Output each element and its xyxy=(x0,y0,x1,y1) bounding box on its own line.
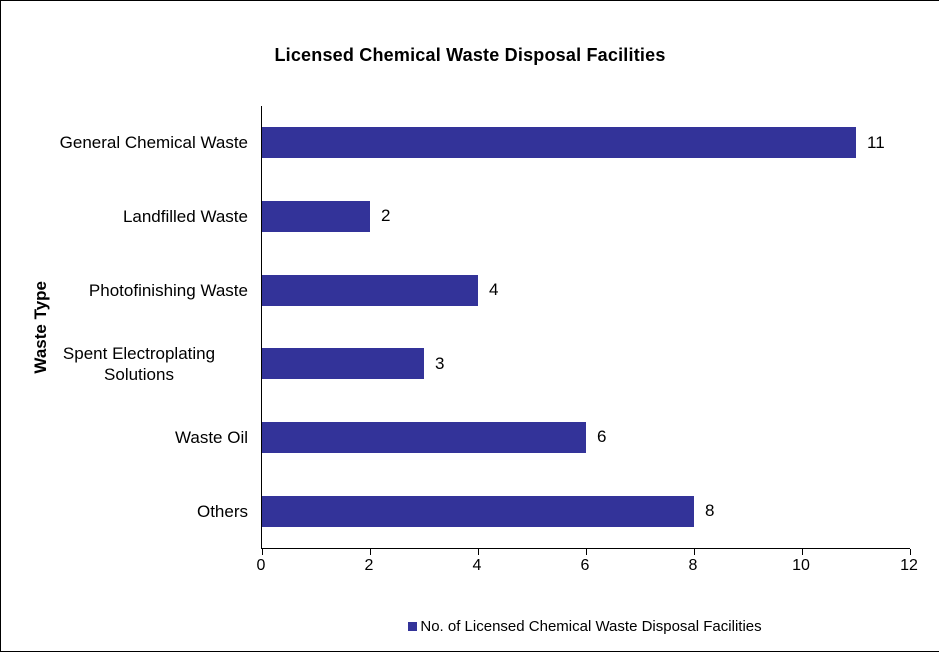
bar xyxy=(262,274,478,306)
x-tick xyxy=(910,549,911,555)
x-tick xyxy=(586,549,587,555)
x-tick-label: 8 xyxy=(688,557,698,574)
x-tick xyxy=(478,549,479,555)
x-tick xyxy=(262,549,263,555)
category-label-text: Landfilled Waste xyxy=(122,206,248,226)
bar-row: 8 xyxy=(262,474,910,548)
bar-value-label: 2 xyxy=(381,206,391,226)
x-axis: 0 2 4 6 8 10 12 xyxy=(257,557,918,577)
bar xyxy=(262,200,370,232)
bar-row: 2 xyxy=(262,180,910,254)
category-label-text: Others xyxy=(196,501,248,521)
bar-value-label: 3 xyxy=(435,353,445,373)
bar-value-label: 6 xyxy=(597,427,607,447)
bar-value-label: 11 xyxy=(867,132,885,152)
category-axis: General Chemical Waste Landfilled Waste Ph… xyxy=(1,106,248,548)
x-tick xyxy=(370,549,371,555)
bar-row: 11 xyxy=(262,106,910,180)
x-tick-label: 4 xyxy=(472,557,482,574)
bar-value-label: 8 xyxy=(705,501,715,521)
category-label-text: Waste Oil xyxy=(174,427,248,447)
category-label-text: General Chemical Waste xyxy=(59,133,248,153)
legend: No. of Licensed Chemical Waste Disposal … xyxy=(261,618,909,635)
bar-value-label: 4 xyxy=(489,280,499,300)
category-label: Others xyxy=(1,474,248,548)
category-label: General Chemical Waste xyxy=(1,106,248,180)
x-tick xyxy=(694,549,695,555)
chart-title: Licensed Chemical Waste Disposal Facilit… xyxy=(274,45,666,65)
x-tick-label: 0 xyxy=(256,557,266,574)
x-tick-label: 12 xyxy=(900,557,918,574)
bar-row: 3 xyxy=(262,327,910,401)
legend-label: No. of Licensed Chemical Waste Disposal … xyxy=(420,618,762,635)
x-tick-label: 10 xyxy=(792,557,810,574)
bar-row: 6 xyxy=(262,401,910,475)
category-label: Photofinishing Waste xyxy=(1,253,248,327)
x-tick xyxy=(802,549,803,555)
category-label: Landfilled Waste xyxy=(1,180,248,254)
category-label: Spent Electroplating Solutions xyxy=(1,327,248,401)
bar xyxy=(262,127,856,159)
plot-area: 11 2 4 3 6 8 xyxy=(261,106,911,555)
x-tick-label: 6 xyxy=(580,557,590,574)
category-label-text: Spent Electroplating Solutions xyxy=(62,343,216,384)
bar xyxy=(262,421,586,453)
x-tick-label: 2 xyxy=(364,557,374,574)
category-label: Waste Oil xyxy=(1,401,248,475)
bar xyxy=(262,348,424,380)
bar xyxy=(262,495,694,527)
bar-row: 4 xyxy=(262,253,910,327)
category-label-text: Photofinishing Waste xyxy=(88,280,248,300)
legend-marker-swatch xyxy=(408,622,418,631)
